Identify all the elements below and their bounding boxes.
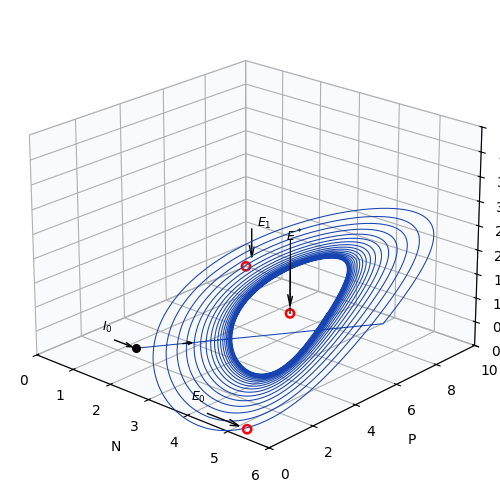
Y-axis label: P: P — [408, 433, 416, 447]
X-axis label: N: N — [110, 440, 121, 454]
